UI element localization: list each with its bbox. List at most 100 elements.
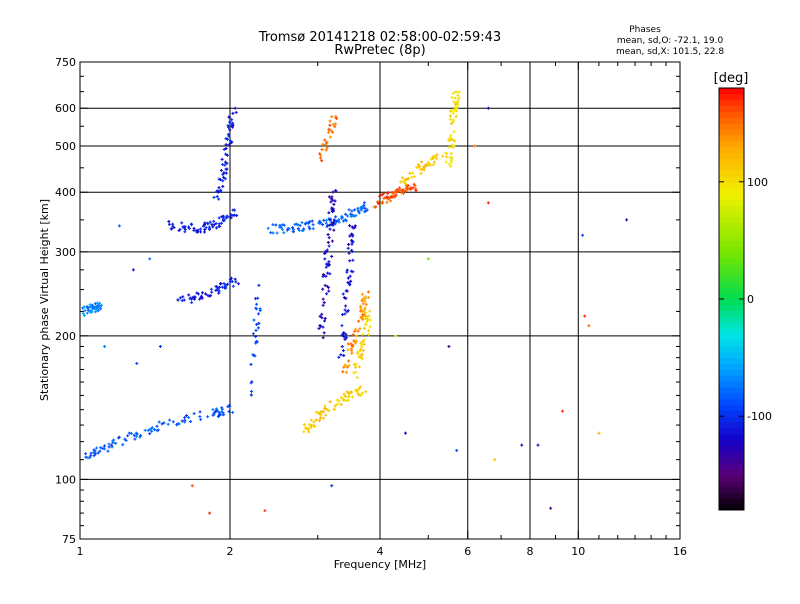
data-point bbox=[360, 391, 364, 395]
colorbar-segment bbox=[719, 381, 744, 388]
data-point bbox=[92, 448, 96, 452]
data-point bbox=[346, 348, 350, 352]
data-point bbox=[330, 239, 334, 243]
data-point bbox=[347, 208, 351, 212]
data-point bbox=[354, 214, 358, 218]
data-point bbox=[419, 171, 423, 175]
data-point bbox=[343, 337, 347, 341]
data-point bbox=[344, 219, 348, 223]
data-point bbox=[308, 227, 312, 231]
data-point bbox=[625, 218, 629, 222]
colorbar-segment bbox=[719, 257, 744, 265]
data-point bbox=[449, 151, 453, 155]
data-point bbox=[317, 326, 321, 330]
data-point bbox=[399, 180, 403, 184]
data-point bbox=[346, 214, 350, 218]
data-point bbox=[451, 111, 455, 115]
data-point bbox=[92, 305, 96, 309]
data-point bbox=[351, 234, 355, 238]
data-point bbox=[448, 117, 452, 121]
data-point bbox=[342, 392, 346, 396]
data-point bbox=[189, 420, 193, 424]
data-point bbox=[456, 93, 460, 97]
data-point bbox=[445, 155, 449, 159]
data-point bbox=[330, 195, 334, 199]
data-point bbox=[347, 242, 351, 246]
data-point bbox=[520, 443, 524, 447]
data-point bbox=[185, 414, 189, 418]
data-point bbox=[356, 329, 360, 333]
data-point bbox=[331, 122, 335, 126]
data-point bbox=[211, 413, 215, 417]
colorbar-segment bbox=[719, 146, 744, 153]
data-point bbox=[321, 416, 325, 420]
data-point bbox=[85, 311, 89, 315]
data-point bbox=[181, 225, 185, 229]
data-point bbox=[189, 297, 193, 301]
data-point bbox=[169, 227, 173, 231]
colorbar-segment bbox=[719, 263, 744, 271]
data-point bbox=[347, 392, 351, 396]
data-point bbox=[457, 90, 461, 94]
data-point bbox=[450, 109, 454, 113]
data-point bbox=[229, 216, 233, 220]
data-point bbox=[306, 427, 310, 431]
data-point bbox=[96, 303, 100, 307]
data-point bbox=[326, 233, 330, 237]
data-point bbox=[220, 157, 224, 161]
data-point bbox=[360, 357, 364, 361]
x-axis-label: Frequency [MHz] bbox=[334, 558, 426, 571]
data-point bbox=[345, 270, 349, 274]
colorbar-label: [deg] bbox=[714, 71, 749, 86]
data-point bbox=[210, 290, 214, 294]
data-point bbox=[410, 175, 414, 179]
data-point bbox=[257, 321, 261, 325]
data-point bbox=[214, 407, 218, 411]
data-point bbox=[102, 444, 106, 448]
data-point bbox=[452, 139, 456, 143]
data-point bbox=[328, 400, 332, 404]
data-point bbox=[217, 186, 221, 190]
data-point bbox=[432, 160, 436, 164]
data-point bbox=[322, 301, 326, 305]
data-point bbox=[216, 409, 220, 413]
data-point bbox=[364, 302, 368, 306]
data-point bbox=[348, 274, 352, 278]
data-point bbox=[418, 164, 422, 168]
x-tick-label: 16 bbox=[673, 545, 687, 558]
colorbar-segment bbox=[719, 457, 744, 464]
data-point bbox=[425, 164, 429, 168]
data-point bbox=[95, 446, 99, 450]
data-point bbox=[360, 353, 364, 357]
data-point bbox=[178, 296, 182, 300]
data-point bbox=[200, 291, 204, 295]
data-point bbox=[257, 283, 261, 287]
data-point bbox=[224, 137, 228, 141]
data-point bbox=[345, 390, 349, 394]
colorbar-tick-label: -100 bbox=[747, 410, 772, 423]
data-point bbox=[229, 213, 233, 217]
data-point bbox=[187, 293, 191, 297]
data-point bbox=[323, 316, 327, 320]
data-point bbox=[214, 222, 218, 226]
data-point bbox=[236, 282, 240, 286]
data-point bbox=[313, 425, 317, 429]
colorbar-segment bbox=[719, 468, 744, 476]
data-point bbox=[349, 269, 353, 273]
data-point bbox=[190, 484, 194, 488]
data-point bbox=[354, 370, 358, 374]
data-point bbox=[275, 231, 279, 235]
data-point bbox=[345, 336, 349, 340]
data-point bbox=[215, 189, 219, 193]
data-points bbox=[81, 90, 629, 515]
data-point bbox=[129, 432, 133, 436]
data-point bbox=[214, 226, 218, 230]
data-point bbox=[258, 309, 262, 313]
data-point bbox=[351, 333, 355, 337]
colorbar-segment bbox=[719, 363, 744, 370]
colorbar-segment bbox=[719, 246, 744, 253]
data-point bbox=[222, 219, 226, 223]
colorbar-segment bbox=[719, 228, 744, 236]
data-point bbox=[304, 426, 308, 430]
